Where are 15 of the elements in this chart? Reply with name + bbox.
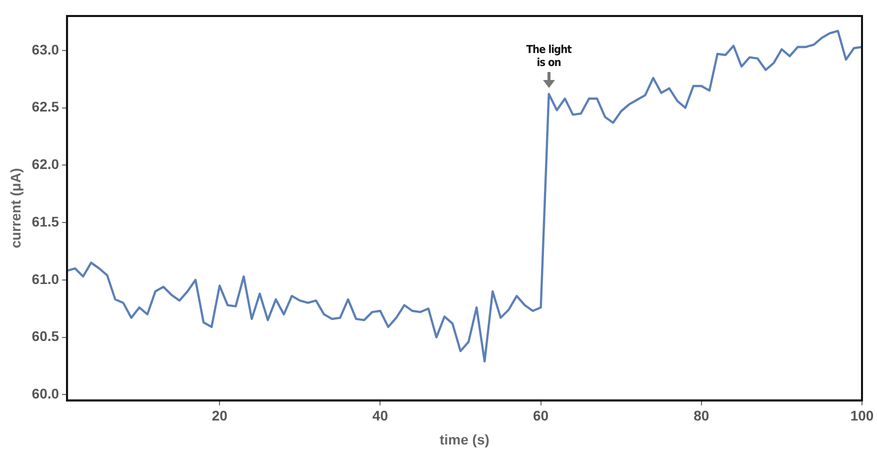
- x-tick-label: 80: [694, 408, 710, 424]
- x-tick-label: 20: [212, 408, 228, 424]
- x-tick-label: 100: [850, 408, 874, 424]
- annotation: The light is on: [525, 43, 573, 70]
- y-tick-label: 61.0: [32, 270, 60, 287]
- y-tick-label: 62.0: [32, 156, 60, 172]
- y-tick-label: 62.5: [32, 98, 60, 115]
- y-tick-label: 63.0: [32, 41, 60, 58]
- y-tick-label: 61.5: [32, 213, 60, 230]
- y-tick-label: 60.5: [32, 328, 60, 344]
- y-tick-label: 60.0: [32, 386, 60, 402]
- x-tick-label: 60: [533, 408, 549, 424]
- x-axis-title: time (s): [440, 431, 490, 448]
- x-tick-label: 40: [372, 408, 388, 424]
- y-axis-title: current (μA): [7, 168, 24, 248]
